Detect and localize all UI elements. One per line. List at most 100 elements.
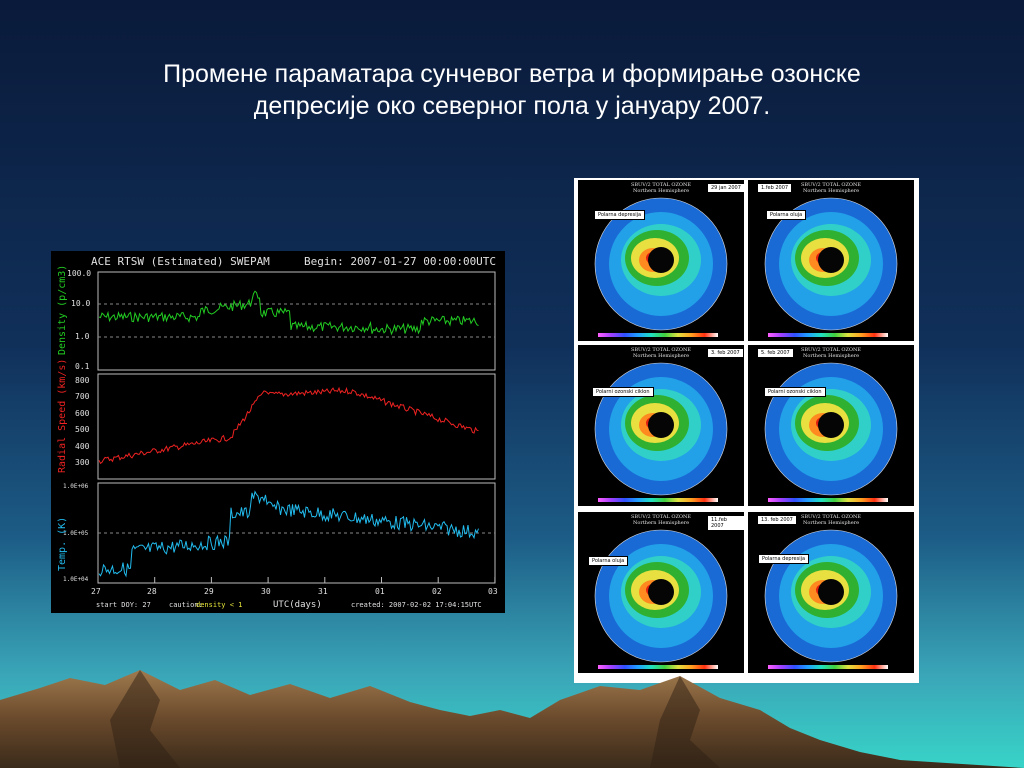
density-tick: 10.0: [71, 299, 91, 308]
ozone-map-subtitle: Northern Hemisphere: [632, 520, 690, 526]
ace-swepam-chart: ACE RTSW (Estimated) SWEPAM Begin: 2007-…: [51, 251, 505, 613]
slide-title-line2: депресије око северног пола у јануару 20…: [253, 92, 771, 120]
mountains-decoration: [0, 670, 1024, 768]
ozone-map-callout: Polarna depresija: [758, 554, 810, 564]
temp-tick: 1.0E+05: [63, 530, 89, 537]
mountain-range: [0, 670, 1024, 768]
ace-header-right: Begin: 2007-01-27 00:00:00UTC: [304, 255, 497, 268]
density-tick: 0.1: [75, 362, 90, 371]
x-tick: 30: [261, 587, 271, 596]
ozone-pole-mask: [648, 412, 674, 438]
ozone-map-boundary: [594, 529, 728, 663]
ozone-map-title-main: SBUV/2 TOTAL OZONE: [800, 514, 862, 520]
ozone-map-title: SBUV/2 TOTAL OZONE Northern Hemisphere: [578, 182, 744, 194]
temp-trace: [98, 490, 479, 578]
ozone-map-subtitle: Northern Hemisphere: [802, 353, 860, 359]
ozone-colorbar: [598, 498, 718, 502]
ozone-map-title-main: SBUV/2 TOTAL OZONE: [630, 182, 692, 188]
ozone-map-boundary: [764, 529, 898, 663]
ace-header-left: ACE RTSW (Estimated) SWEPAM: [91, 255, 270, 268]
ozone-map-cell: SBUV/2 TOTAL OZONE Northern Hemisphere 3…: [578, 345, 744, 506]
ozone-map-title: SBUV/2 TOTAL OZONE Northern Hemisphere: [578, 347, 744, 359]
caution-prefix: caution:: [169, 601, 203, 609]
ozone-colorbar: [768, 665, 888, 669]
density-axis-label: Density (p/cm3): [57, 264, 68, 355]
ozone-map-boundary: [764, 197, 898, 331]
ozone-pole-mask: [648, 579, 674, 605]
created-timestamp: created: 2007-02-02 17:04:15UTC: [351, 601, 482, 609]
ozone-pole-mask: [818, 247, 844, 273]
ozone-maps-panel: SBUV/2 TOTAL OZONE Northern Hemisphere 2…: [574, 178, 919, 683]
ozone-colorbar: [768, 333, 888, 337]
temp-axis-label: Temp. (K): [57, 516, 68, 571]
density-trace: [98, 290, 479, 336]
x-tick: 03: [488, 587, 498, 596]
ozone-colorbar: [768, 498, 888, 502]
ozone-map-subtitle: Northern Hemisphere: [802, 188, 860, 194]
x-tick: 31: [318, 587, 328, 596]
density-series: [98, 290, 479, 336]
ozone-map: [594, 197, 728, 331]
density-panel-frame: [97, 271, 496, 371]
ozone-map-title: SBUV/2 TOTAL OZONE Northern Hemisphere: [748, 347, 914, 359]
ozone-map-boundary: [764, 362, 898, 496]
speed-tick: 800: [75, 376, 90, 385]
start-doy: start DOY: 27: [96, 601, 151, 609]
ozone-map-title-main: SBUV/2 TOTAL OZONE: [630, 347, 692, 353]
speed-tick: 600: [75, 409, 90, 418]
speed-axis-label: Radial Speed (km/s): [57, 358, 68, 473]
ozone-map-boundary: [594, 362, 728, 496]
speed-tick: 400: [75, 442, 90, 451]
ozone-map-callout: Polarna oluja: [588, 556, 629, 566]
x-tick: 29: [204, 587, 214, 596]
ozone-map-callout: Polarna oluja: [766, 210, 807, 220]
speed-trace: [98, 386, 479, 465]
ozone-map-subtitle: Northern Hemisphere: [632, 353, 690, 359]
speed-tick: 500: [75, 425, 90, 434]
ozone-map-cell: SBUV/2 TOTAL OZONE Northern Hemisphere 1…: [748, 512, 914, 673]
temp-tick: 1.0E+04: [63, 576, 89, 583]
ozone-map-date: 11.feb 2007: [708, 516, 744, 530]
ozone-map-cell: SBUV/2 TOTAL OZONE Northern Hemisphere 1…: [578, 512, 744, 673]
density-tick: 1.0: [75, 332, 90, 341]
speed-series: [98, 386, 479, 465]
ozone-map: [594, 362, 728, 496]
x-axis-label: UTC(days): [273, 600, 322, 610]
ozone-pole-mask: [818, 579, 844, 605]
ozone-map-title: SBUV/2 TOTAL OZONE Northern Hemisphere: [748, 182, 914, 194]
ozone-map-title: SBUV/2 TOTAL OZONE Northern Hemisphere: [578, 514, 744, 526]
ozone-map-date: 29 jan 2007: [708, 184, 744, 192]
x-axis-ticks: [97, 577, 496, 583]
ozone-map-title-main: SBUV/2 TOTAL OZONE: [630, 514, 692, 520]
ozone-map-title-main: SBUV/2 TOTAL OZONE: [800, 347, 862, 353]
ozone-map-title: SBUV/2 TOTAL OZONE Northern Hemisphere: [748, 514, 914, 526]
speed-tick: 300: [75, 458, 90, 467]
ozone-map: [764, 362, 898, 496]
ozone-map-date: 1.feb 2007: [758, 184, 792, 192]
ozone-map-callout: Polarna depresija: [594, 210, 646, 220]
speed-tick: 700: [75, 392, 90, 401]
temp-series: [98, 490, 479, 578]
mountain-shadow: [110, 670, 720, 768]
ozone-map-cell: SBUV/2 TOTAL OZONE Northern Hemisphere 5…: [748, 345, 914, 506]
ace-chart-plot: [97, 271, 496, 584]
ozone-map-callout: Polarni ozonski ciklon: [764, 387, 826, 397]
x-tick: 27: [91, 587, 101, 596]
ozone-map-date: 13. feb 2007: [758, 516, 796, 524]
ozone-map-subtitle: Northern Hemisphere: [802, 520, 860, 526]
x-tick: 28: [147, 587, 157, 596]
x-tick: 01: [375, 587, 385, 596]
ozone-pole-mask: [648, 247, 674, 273]
ozone-map: [764, 197, 898, 331]
speed-panel-frame: [97, 373, 496, 480]
ozone-map-callout: Polarni ozonski ciklon: [592, 387, 654, 397]
caution-text: density < 1: [196, 601, 243, 609]
ozone-pole-mask: [818, 412, 844, 438]
slide-title-line1: Промене параматара сунчевог ветра и форм…: [163, 60, 861, 88]
density-tick: 100.0: [67, 269, 92, 278]
ozone-colorbar: [598, 333, 718, 337]
ozone-map-title-main: SBUV/2 TOTAL OZONE: [800, 182, 862, 188]
temp-tick: 1.0E+06: [63, 483, 89, 490]
x-tick: 02: [432, 587, 442, 596]
ozone-map-cell: SBUV/2 TOTAL OZONE Northern Hemisphere 1…: [748, 180, 914, 341]
